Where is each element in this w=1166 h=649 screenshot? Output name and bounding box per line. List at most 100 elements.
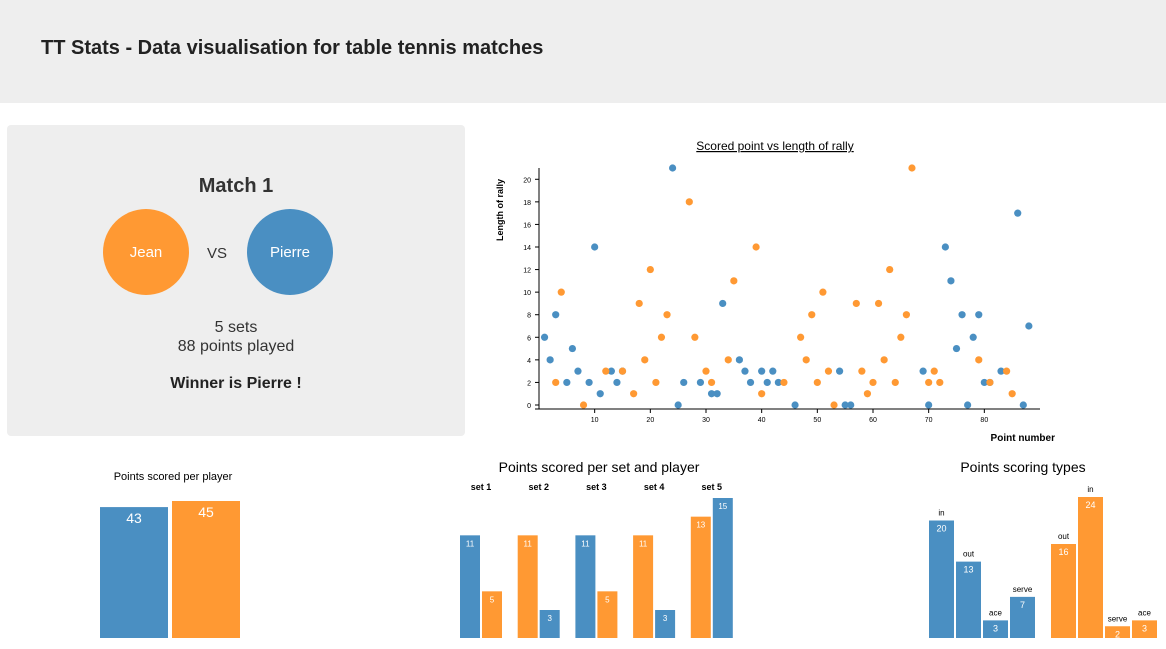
point-pierre <box>669 164 677 172</box>
point-pierre <box>552 311 560 319</box>
bar-value-label: 45 <box>198 504 214 520</box>
bar <box>929 520 954 638</box>
bar-value-label: 13 <box>963 565 973 575</box>
bar-value-label: 3 <box>993 623 998 633</box>
x-tick-label: 50 <box>813 417 821 424</box>
point-jean <box>646 265 654 274</box>
y-tick-label: 2 <box>527 380 531 387</box>
point-jean <box>707 378 716 387</box>
point-pierre <box>925 401 933 409</box>
point-pierre <box>680 378 688 387</box>
point-jean <box>758 390 766 398</box>
bar <box>983 620 1008 638</box>
bar <box>1105 626 1130 638</box>
bar <box>1010 596 1035 638</box>
bar <box>597 591 618 638</box>
bar-value-label: 2 <box>1115 629 1120 639</box>
point-pierre <box>1025 322 1033 330</box>
chart-title: Points scored per set and player <box>499 459 700 475</box>
y-tick-label: 6 <box>527 335 531 342</box>
bar-category-label: serve <box>1108 614 1128 623</box>
bar-category-label: ace <box>989 608 1002 617</box>
match-title: Match 1 <box>198 175 274 197</box>
bar-value-label: 16 <box>1058 547 1068 557</box>
y-tick-label: 0 <box>527 403 531 410</box>
point-pierre <box>674 401 682 409</box>
point-jean <box>1003 367 1011 375</box>
point-jean <box>552 378 560 387</box>
bar-value-label: 15 <box>718 502 727 511</box>
page-title: TT Stats - Data visualisation for table … <box>41 37 544 59</box>
point-jean <box>557 288 565 296</box>
point-pierre <box>1019 401 1027 409</box>
point-pierre <box>585 378 593 387</box>
point-jean <box>663 311 671 319</box>
chart-title: Points scoring types <box>960 459 1085 475</box>
bar-value-label: 43 <box>126 510 142 526</box>
player2-name: Pierre <box>269 243 310 261</box>
point-jean <box>802 356 810 364</box>
point-pierre <box>713 390 721 398</box>
player-jean-circle: Jean <box>103 209 189 295</box>
point-jean <box>863 390 872 398</box>
bar-value-label: 3 <box>1142 623 1147 633</box>
bar-value-label: 20 <box>936 524 946 534</box>
bar-value-label: 11 <box>524 539 533 548</box>
bar-category-label: out <box>1058 532 1070 541</box>
y-tick-label: 10 <box>523 290 531 297</box>
y-tick-label: 18 <box>523 200 531 207</box>
x-tick-label: 40 <box>758 417 766 424</box>
point-jean <box>724 356 732 364</box>
bar-category-label: serve <box>1013 585 1033 594</box>
point-jean <box>652 378 660 387</box>
point-jean <box>657 333 666 341</box>
x-tick-label: 30 <box>702 417 710 424</box>
point-jean <box>730 277 738 285</box>
point-pierre <box>735 356 743 364</box>
bar <box>482 591 502 638</box>
point-jean <box>897 333 905 341</box>
point-pierre <box>574 367 582 375</box>
versus-label: VS <box>207 245 228 262</box>
point-jean <box>886 265 894 274</box>
point-pierre <box>847 401 855 409</box>
chart-title: Scored point vs length of rally <box>696 139 853 153</box>
y-tick-label: 8 <box>527 313 531 320</box>
point-pierre <box>758 367 766 375</box>
bar <box>655 610 676 638</box>
point-pierre <box>841 401 849 409</box>
point-jean <box>808 311 816 319</box>
points-per-player-chart: Points scored per player 43 45 <box>100 471 240 638</box>
point-jean <box>641 356 649 364</box>
point-pierre <box>964 401 972 409</box>
point-jean <box>813 378 821 387</box>
set-label: set 5 <box>702 482 723 492</box>
point-jean <box>830 401 838 409</box>
point-pierre <box>540 333 549 341</box>
point-pierre <box>1014 209 1022 217</box>
y-tick-label: 4 <box>527 358 531 365</box>
y-tick-label: 16 <box>523 222 531 229</box>
winner-text: Winner is Pierre ! <box>170 375 302 392</box>
bar <box>517 535 538 638</box>
point-jean <box>891 378 899 387</box>
point-pierre <box>941 243 949 251</box>
points-played: 88 points played <box>177 338 295 355</box>
point-pierre <box>969 333 977 341</box>
x-tick-label: 10 <box>591 417 599 424</box>
point-pierre <box>746 378 755 387</box>
point-pierre <box>774 378 782 387</box>
point-jean <box>685 198 693 206</box>
point-pierre <box>613 378 621 387</box>
point-pierre <box>791 401 799 409</box>
point-pierre <box>958 311 966 319</box>
point-pierre <box>719 299 727 308</box>
bar <box>1051 544 1076 638</box>
point-pierre <box>707 390 716 398</box>
bar <box>539 610 560 638</box>
bar <box>1132 620 1157 638</box>
bar <box>460 535 480 638</box>
point-jean <box>986 378 994 387</box>
point-jean <box>691 333 699 341</box>
point-jean <box>1008 390 1016 398</box>
